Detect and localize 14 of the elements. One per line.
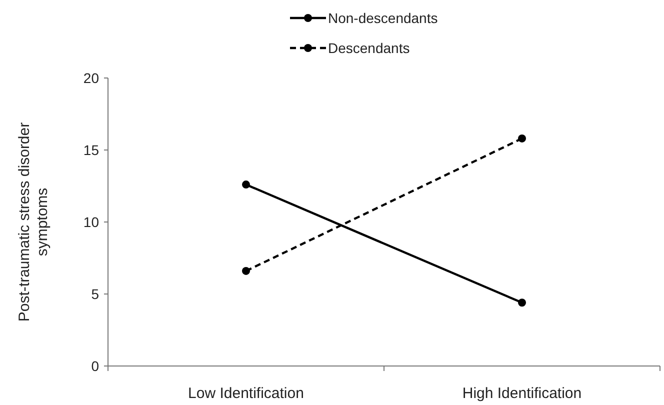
legend-label: Non-descendants xyxy=(328,10,438,26)
y-tick-label: 15 xyxy=(83,142,100,158)
y-tick-label: 10 xyxy=(83,214,100,230)
y-axis-title: Post-traumatic stress disorder symptoms xyxy=(16,122,51,322)
point xyxy=(518,298,526,307)
point xyxy=(518,134,526,142)
y-tick-label: 5 xyxy=(91,286,100,302)
point xyxy=(242,180,250,189)
y-tick-label: 0 xyxy=(91,358,100,374)
legend-label: Descendants xyxy=(328,40,410,56)
x-tick-label: High Identification xyxy=(462,385,582,402)
x-tick-label: Low Identification xyxy=(188,385,304,402)
point xyxy=(242,266,250,275)
y-tick-label: 20 xyxy=(83,70,100,86)
